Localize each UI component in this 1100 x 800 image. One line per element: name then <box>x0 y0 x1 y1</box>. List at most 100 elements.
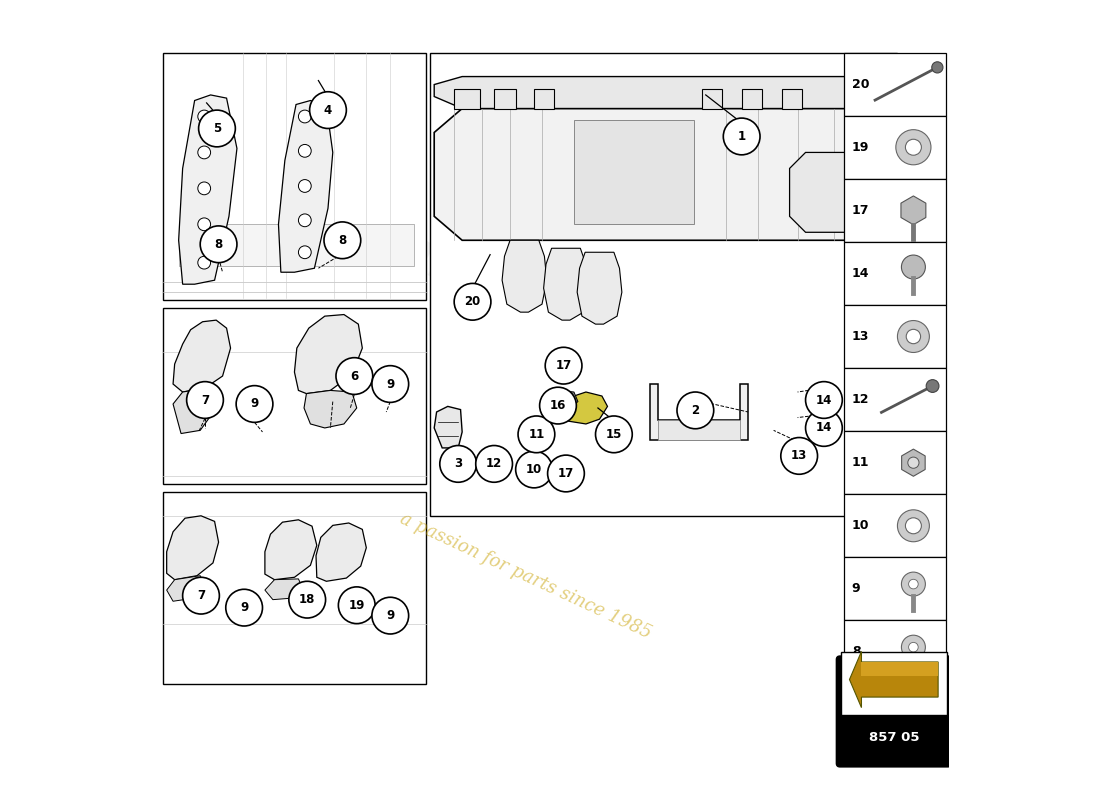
FancyBboxPatch shape <box>163 492 426 683</box>
Text: 17: 17 <box>556 359 572 372</box>
Text: 12: 12 <box>486 458 503 470</box>
Text: 1: 1 <box>738 130 746 143</box>
Polygon shape <box>167 576 205 602</box>
Circle shape <box>898 321 929 353</box>
Circle shape <box>454 283 491 320</box>
FancyBboxPatch shape <box>844 178 946 242</box>
Circle shape <box>906 330 921 344</box>
FancyBboxPatch shape <box>658 420 740 440</box>
Circle shape <box>226 590 263 626</box>
Polygon shape <box>861 662 938 676</box>
Polygon shape <box>178 224 415 266</box>
Text: 9: 9 <box>386 378 395 390</box>
FancyBboxPatch shape <box>163 308 426 484</box>
Text: 9: 9 <box>386 609 395 622</box>
Text: 8: 8 <box>214 238 222 250</box>
Polygon shape <box>173 388 210 434</box>
Circle shape <box>540 387 576 424</box>
Circle shape <box>909 579 918 589</box>
Text: 15: 15 <box>606 428 623 441</box>
Circle shape <box>518 416 554 453</box>
Text: 12: 12 <box>851 393 869 406</box>
Polygon shape <box>578 252 621 324</box>
FancyBboxPatch shape <box>702 89 722 109</box>
Polygon shape <box>434 406 462 448</box>
FancyBboxPatch shape <box>844 621 946 683</box>
Circle shape <box>198 182 210 194</box>
Text: 3: 3 <box>454 458 462 470</box>
FancyBboxPatch shape <box>151 1 949 799</box>
Text: 14: 14 <box>851 267 869 280</box>
Circle shape <box>926 380 939 393</box>
Circle shape <box>724 118 760 155</box>
Text: 19: 19 <box>851 141 869 154</box>
Text: 9: 9 <box>851 582 860 595</box>
Text: 5: 5 <box>213 122 221 135</box>
Polygon shape <box>849 651 938 708</box>
Circle shape <box>595 416 632 453</box>
Text: 14: 14 <box>816 394 832 406</box>
Polygon shape <box>265 579 302 600</box>
FancyBboxPatch shape <box>844 116 946 178</box>
Circle shape <box>895 130 931 165</box>
FancyBboxPatch shape <box>844 53 946 116</box>
Circle shape <box>298 179 311 192</box>
Circle shape <box>898 510 929 542</box>
Circle shape <box>289 582 326 618</box>
FancyBboxPatch shape <box>163 53 426 300</box>
Text: 9: 9 <box>240 601 249 614</box>
Circle shape <box>475 446 513 482</box>
Circle shape <box>781 438 817 474</box>
Text: 857 05: 857 05 <box>869 731 920 744</box>
Text: 13: 13 <box>851 330 869 343</box>
Circle shape <box>236 386 273 422</box>
Circle shape <box>339 587 375 624</box>
Text: a passion for parts since 1985: a passion for parts since 1985 <box>397 510 654 642</box>
Text: 9: 9 <box>251 398 258 410</box>
Polygon shape <box>304 390 356 428</box>
FancyBboxPatch shape <box>844 494 946 558</box>
FancyBboxPatch shape <box>844 242 946 305</box>
Circle shape <box>905 139 922 155</box>
Polygon shape <box>902 449 925 476</box>
Text: 17: 17 <box>558 467 574 480</box>
Text: 7: 7 <box>201 394 209 406</box>
FancyBboxPatch shape <box>844 305 946 368</box>
Circle shape <box>200 226 236 262</box>
Polygon shape <box>551 390 578 408</box>
Circle shape <box>372 366 408 402</box>
Text: 7: 7 <box>197 589 205 602</box>
Circle shape <box>336 358 373 394</box>
Polygon shape <box>434 73 878 109</box>
Circle shape <box>901 635 925 659</box>
Circle shape <box>187 382 223 418</box>
Text: 4: 4 <box>323 104 332 117</box>
Circle shape <box>198 256 210 269</box>
Text: 2: 2 <box>691 404 700 417</box>
Text: 13: 13 <box>791 450 807 462</box>
Polygon shape <box>173 320 231 392</box>
Text: 17: 17 <box>851 204 869 217</box>
Text: 16: 16 <box>550 399 566 412</box>
Text: 20: 20 <box>851 78 869 90</box>
Circle shape <box>199 110 235 147</box>
Text: 10: 10 <box>526 463 542 476</box>
Circle shape <box>805 382 843 418</box>
Text: 19: 19 <box>349 598 365 612</box>
Text: 20: 20 <box>464 295 481 308</box>
FancyBboxPatch shape <box>454 89 480 109</box>
Circle shape <box>909 642 918 652</box>
FancyBboxPatch shape <box>844 431 946 494</box>
Polygon shape <box>502 240 547 312</box>
Polygon shape <box>178 95 236 284</box>
Circle shape <box>805 410 843 446</box>
Circle shape <box>440 446 476 482</box>
Circle shape <box>905 518 922 534</box>
Text: 11: 11 <box>528 428 544 441</box>
FancyBboxPatch shape <box>494 89 517 109</box>
Circle shape <box>546 347 582 384</box>
Circle shape <box>183 578 219 614</box>
Polygon shape <box>543 248 588 320</box>
Circle shape <box>901 572 925 596</box>
Polygon shape <box>434 109 878 240</box>
